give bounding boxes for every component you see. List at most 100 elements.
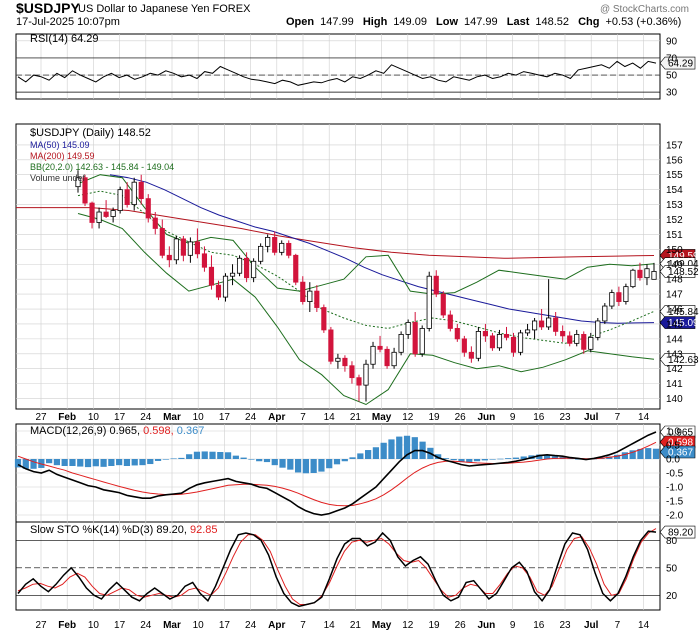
- candle-body: [208, 266, 215, 286]
- candle-body: [546, 317, 552, 328]
- x-tick-label-bottom: Jun: [478, 620, 496, 631]
- chg-label: Chg: [578, 16, 600, 28]
- price-tick-label: 147: [666, 290, 683, 301]
- x-tick-label-bottom: 27: [35, 620, 47, 631]
- candle-body: [405, 322, 411, 335]
- x-tick-label-bottom: Apr: [268, 620, 285, 631]
- candle-body: [229, 272, 236, 277]
- macd-hist-bar: [224, 452, 232, 459]
- candle-body: [244, 257, 250, 279]
- candle-body: [503, 333, 510, 338]
- rsi-legend: RSI(14) 64.29: [30, 33, 98, 45]
- candle-body: [630, 269, 636, 288]
- sto-legend: Slow STO %K(14) %D(3) 89.20, 92.85: [30, 524, 218, 536]
- x-tick-label: 14: [324, 412, 336, 423]
- candle-body: [517, 332, 524, 353]
- macd-hist-bar: [178, 457, 185, 459]
- candle-body: [265, 237, 271, 247]
- price-tick-label: 142: [666, 364, 683, 375]
- macd-hist-bar: [38, 459, 45, 468]
- macd-hist-bar: [30, 459, 37, 469]
- x-tick-label-bottom: 10: [193, 620, 205, 631]
- macd-tag-signal-text: 0.598: [668, 438, 693, 449]
- x-tick-label: 9: [510, 412, 516, 423]
- price-tag-2-text: 148.52: [668, 267, 699, 278]
- macd-hist-bar: [22, 459, 29, 469]
- x-tick-label: 17: [219, 412, 231, 423]
- candle-body: [321, 307, 327, 331]
- price-tick-label: 141: [666, 379, 683, 390]
- ma50-line: [109, 174, 655, 324]
- x-tick-label: 10: [88, 412, 100, 423]
- x-tick-label: 19: [428, 412, 440, 423]
- macd-hist-bar: [637, 448, 644, 459]
- candle-body: [574, 333, 580, 344]
- macd-hist-bar: [92, 459, 99, 467]
- macd-legend-macd: MACD(12,26,9) 0.965,: [30, 425, 140, 437]
- candle-body: [159, 228, 165, 256]
- macd-hist-bar: [294, 459, 302, 473]
- candle-body: [412, 322, 418, 355]
- macd-hist-bar: [139, 459, 146, 466]
- price-tick-label: 145: [666, 319, 683, 330]
- x-tick-label-bottom: 16: [533, 620, 545, 631]
- rsi-tick-label: 90: [666, 36, 678, 47]
- price-tag-2: 148.52: [659, 265, 699, 278]
- macd-tag-hist-shape: [659, 445, 696, 459]
- bb-mid-line: [77, 190, 655, 344]
- price-tag-3-shape: [659, 305, 696, 318]
- candle-body: [152, 217, 158, 229]
- price-tick-label: 156: [666, 155, 683, 166]
- rsi-tick-label: 50: [666, 71, 678, 82]
- rsi-panel: [15, 33, 661, 100]
- candle-body: [222, 275, 229, 298]
- x-tick-label: Mar: [163, 412, 181, 423]
- price-tick-label: 153: [666, 200, 683, 211]
- price-tick-label: 149: [666, 260, 683, 271]
- macd-hist-bar: [147, 459, 154, 465]
- candle-body: [419, 328, 425, 355]
- price-tag-3-text: 145.84: [668, 307, 699, 318]
- x-tick-label-bottom: 12: [402, 620, 414, 631]
- x-tick-label-bottom: 10: [88, 620, 100, 631]
- macd-hist-bar: [388, 439, 395, 459]
- x-tick-label: 24: [140, 412, 152, 423]
- price-tick-label: 140: [666, 394, 683, 405]
- macd-hist-bar: [481, 459, 488, 461]
- macd-hist-bar: [365, 450, 372, 459]
- candle-body: [454, 328, 460, 340]
- price-legend-ma50: MA(50) 145.09: [30, 140, 90, 150]
- candle-body: [201, 253, 208, 268]
- x-tick-label-bottom: 24: [140, 620, 152, 631]
- candle-body: [279, 242, 285, 253]
- candle-body: [272, 237, 278, 253]
- macd-hist-bar: [217, 452, 224, 459]
- macd-hist-bar: [442, 458, 450, 459]
- price-tick-label: 143: [666, 349, 683, 360]
- x-tick-label: 26: [455, 412, 467, 423]
- macd-hist-bar: [170, 458, 177, 460]
- candle-body: [300, 281, 306, 302]
- rsi-last-tag: 64.29: [659, 56, 696, 70]
- macd-tag-hist: 0.367: [659, 445, 696, 459]
- macd-hist-bar: [248, 459, 255, 460]
- macd-hist-bar: [497, 458, 504, 460]
- sto-last-tag: 89.20: [659, 525, 696, 539]
- candle-body: [560, 331, 566, 337]
- macd-hist-bar: [287, 459, 294, 470]
- candle-body: [651, 271, 657, 280]
- x-tick-label: Feb: [58, 412, 76, 423]
- candle-body: [89, 202, 95, 223]
- x-tick-label: 7: [300, 412, 306, 423]
- macd-hist-bar: [520, 456, 527, 459]
- macd-hist-bar: [84, 459, 92, 468]
- macd-hist-bar: [450, 459, 457, 461]
- price-tag-2-shape: [659, 265, 696, 278]
- x-tick-label: 27: [35, 412, 47, 423]
- candle-body: [103, 211, 109, 217]
- candle-body: [251, 260, 257, 279]
- macd-tick-label: 0.0: [666, 455, 680, 466]
- last-label: Last: [506, 16, 530, 28]
- sto-legend-k: Slow STO %K(14) %D(3) 89.20,: [30, 524, 187, 536]
- macd-hist-bar: [466, 459, 473, 463]
